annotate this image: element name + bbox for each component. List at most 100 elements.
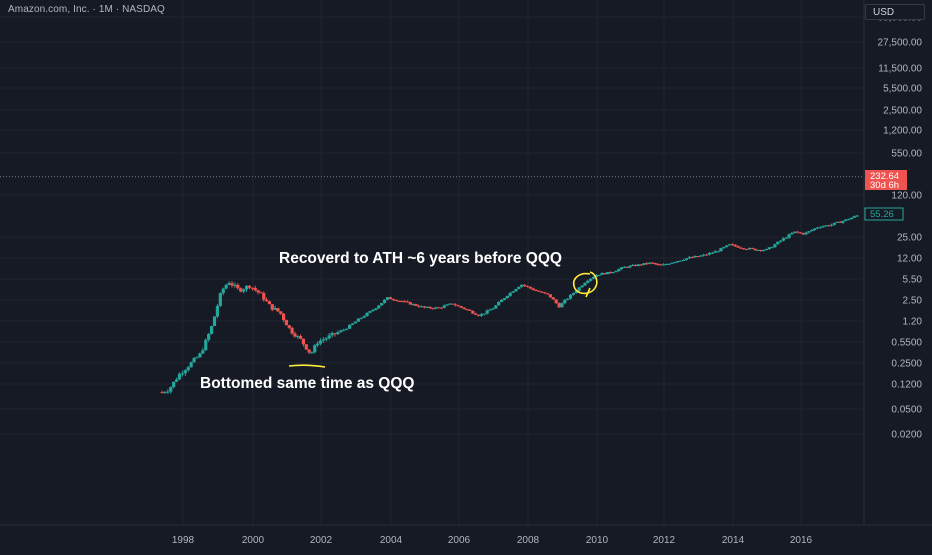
candle-body: [183, 370, 187, 374]
candle-body: [356, 318, 360, 322]
candle-body: [770, 247, 774, 249]
candle-body: [368, 311, 372, 313]
candle-body: [784, 237, 788, 239]
candle-body: [310, 352, 314, 354]
price-axis-tick: 0.0200: [891, 430, 922, 441]
candle-body: [233, 284, 237, 286]
candle-body: [603, 273, 607, 275]
candle-body: [815, 227, 820, 229]
candle-body: [169, 387, 173, 392]
candle-body: [619, 267, 624, 270]
candle-body: [687, 257, 691, 259]
candle-body: [195, 357, 199, 359]
candle-body: [571, 293, 576, 295]
candle-body: [514, 289, 518, 292]
candle-body: [451, 303, 455, 305]
candle-body: [160, 392, 164, 394]
candle-body: [667, 263, 671, 265]
candle-body: [608, 271, 612, 274]
candle-body: [342, 329, 346, 331]
time-axis[interactable]: 1998 2000 2002 2004 2006 2008 2010 2012 2014 2016: [172, 535, 813, 546]
candle-body: [545, 293, 550, 295]
candle-body: [528, 286, 532, 289]
price-axis-tick: 0.1200: [891, 380, 922, 391]
price-axis[interactable]: 60,000.0027,500.0011,500.005,500.002,500…: [878, 13, 923, 441]
candle-body: [177, 373, 182, 380]
candle-body: [631, 264, 635, 266]
time-axis-tick: 2016: [790, 535, 813, 546]
candle-body: [350, 323, 355, 325]
price-axis-tick: 0.5500: [891, 338, 922, 349]
last-price-badge: [864, 207, 904, 221]
candle-body: [431, 308, 435, 310]
candle-body: [411, 304, 415, 306]
candle-body: [247, 285, 252, 288]
candle-body: [781, 238, 786, 241]
candle-body: [192, 358, 196, 363]
candle-body: [299, 336, 303, 339]
candle-body: [172, 381, 176, 388]
candle-body: [482, 313, 486, 315]
candle-body: [417, 305, 421, 307]
candle-body: [679, 260, 683, 262]
candle-body: [713, 251, 717, 253]
candle-body: [239, 288, 243, 292]
candle-body: [625, 266, 629, 268]
price-axis-tick: 0.0500: [891, 405, 922, 416]
candle-body: [517, 286, 521, 290]
candle-body: [353, 321, 358, 324]
candle-body: [722, 247, 726, 249]
time-axis-tick: 2000: [242, 535, 265, 546]
candle-body: [841, 220, 845, 223]
candle-body: [511, 291, 515, 293]
candle-body: [586, 280, 590, 283]
candle-body: [739, 247, 743, 249]
candle-body: [497, 302, 501, 306]
candle-body: [180, 373, 185, 375]
currency-selector[interactable]: USD: [865, 4, 925, 20]
candle-body: [236, 284, 240, 289]
candle-body: [821, 226, 825, 228]
candle-body: [661, 264, 666, 266]
price-axis-tick: 27,500.00: [878, 38, 923, 49]
candle-body: [397, 300, 401, 302]
candle-body: [377, 305, 381, 309]
candle-body: [273, 308, 277, 310]
current-price-badge: [865, 170, 907, 190]
candle-body: [719, 248, 723, 252]
candle-body: [614, 271, 618, 273]
candle-body: [301, 338, 306, 345]
candle-body: [824, 225, 828, 227]
candle-body: [327, 335, 331, 339]
symbol-title[interactable]: Amazon.com, Inc. · 1M · NASDAQ: [8, 4, 165, 15]
candle-body: [359, 317, 363, 319]
candle-body: [330, 333, 334, 336]
candle-body: [650, 262, 654, 264]
candle-body: [345, 328, 349, 330]
candle-body: [639, 264, 643, 266]
candle-body: [304, 344, 308, 350]
candle-body: [265, 299, 269, 302]
candle-body: [827, 225, 831, 227]
candle-body: [204, 339, 208, 351]
candle-body: [474, 313, 478, 315]
candle-body: [594, 275, 599, 277]
candle-body: [313, 345, 317, 353]
price-axis-tick: 0.2500: [891, 359, 922, 370]
candle-body: [557, 303, 561, 308]
candle-body: [253, 287, 257, 291]
candle-body: [365, 312, 369, 317]
candle-body: [284, 320, 289, 326]
annotation-underline-stroke: [288, 364, 326, 368]
candle-body: [422, 306, 427, 308]
candle-body: [537, 290, 541, 292]
candle-body: [704, 254, 709, 256]
candle-body: [362, 316, 366, 318]
candle-body: [442, 305, 446, 308]
candle-body: [568, 294, 573, 299]
candle-body: [633, 264, 638, 267]
candle-body: [318, 340, 323, 344]
candle-body: [385, 297, 390, 300]
